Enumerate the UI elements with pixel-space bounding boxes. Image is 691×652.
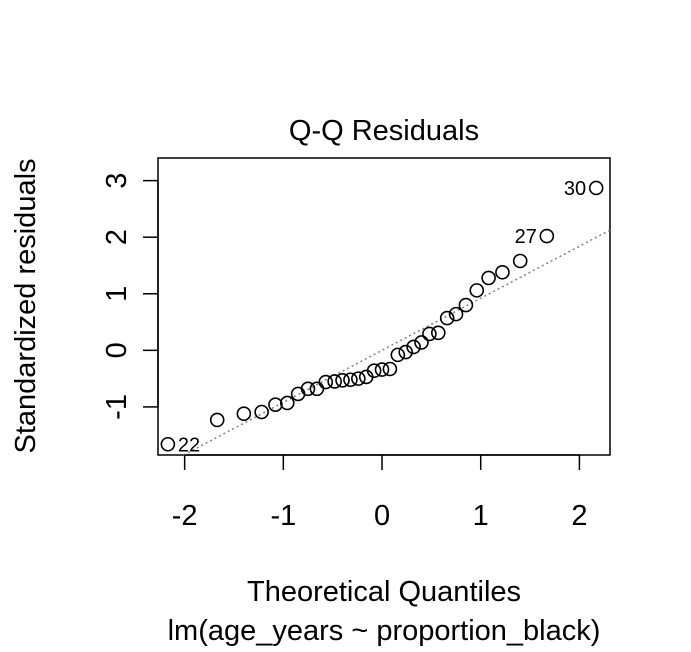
x-tick-label: -1 [270, 500, 296, 532]
y-tick-label: -1 [101, 394, 133, 420]
data-point [590, 181, 603, 194]
data-point [255, 406, 268, 419]
x-axis: -2 -1 0 1 2 [172, 455, 588, 532]
reference-line-group [184, 230, 610, 455]
data-point [237, 407, 250, 420]
data-point [211, 413, 224, 426]
data-point [161, 438, 174, 451]
x-tick-label: 0 [374, 500, 390, 532]
point-label: 27 [515, 226, 537, 248]
y-tick-label: 1 [101, 286, 133, 302]
data-point [269, 398, 282, 411]
y-axis: -1 0 1 2 3 [101, 173, 158, 420]
y-axis-label: Standardized residuals [10, 158, 42, 453]
y-tick-label: 3 [101, 173, 133, 189]
data-point [470, 284, 483, 297]
data-point [496, 266, 509, 279]
point-label: 22 [178, 434, 200, 456]
data-point [514, 254, 527, 267]
data-points [161, 181, 602, 450]
x-tick-label: -2 [172, 500, 198, 532]
data-point [415, 336, 428, 349]
x-tick-label: 2 [571, 500, 587, 532]
x-tick-label: 1 [473, 500, 489, 532]
data-point [391, 348, 404, 361]
data-point [292, 387, 305, 400]
data-point [459, 299, 472, 312]
data-point [540, 230, 553, 243]
y-tick-label: 0 [101, 342, 133, 358]
data-point [432, 326, 445, 339]
point-label: 30 [564, 178, 586, 200]
y-tick-label: 2 [101, 229, 133, 245]
qq-reference-line [184, 230, 610, 455]
x-axis-label: Theoretical Quantiles [247, 576, 521, 608]
data-point [383, 363, 396, 376]
plot-frame [158, 158, 610, 455]
point-labels: 27 30 22 [178, 178, 586, 456]
chart-title: Q-Q Residuals [289, 115, 479, 147]
model-formula-label: lm(age_years ~ proportion_black) [168, 615, 601, 647]
data-point [482, 271, 495, 284]
